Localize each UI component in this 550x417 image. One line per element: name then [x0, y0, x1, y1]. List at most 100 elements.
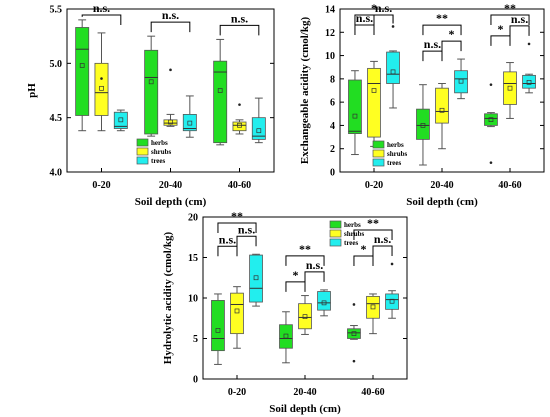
- outlier-point: [527, 42, 531, 46]
- significance-label: n.s.: [219, 232, 236, 246]
- x-tick-label: 40-60: [498, 180, 521, 191]
- significance-bracket: [236, 235, 257, 247]
- mean-marker: [488, 117, 494, 122]
- y-tick-label: 4: [330, 121, 335, 132]
- significance-bracket: [373, 14, 394, 25]
- legend-swatch-shrubs: [372, 149, 385, 158]
- significance-bracket: [441, 40, 462, 52]
- box-trees: [113, 111, 128, 129]
- mean-marker: [389, 298, 395, 304]
- y-tick-label: 20: [188, 213, 198, 224]
- box-shrubs: [367, 67, 381, 138]
- significance-label: n.s.: [424, 37, 441, 51]
- significance-bracket: [354, 24, 375, 35]
- mean-marker: [217, 88, 223, 93]
- y-tick-label: 5.0: [50, 59, 63, 70]
- mean-marker: [148, 79, 154, 85]
- significance-bracket: [372, 245, 393, 256]
- y-tick-label: 4.0: [50, 168, 63, 179]
- box-herbs: [348, 79, 362, 134]
- significance-label: *: [360, 242, 366, 256]
- x-tick-label: 40-60: [361, 387, 384, 398]
- significance-label: n.s.: [162, 8, 179, 22]
- x-axis-label: Soil depth (cm): [406, 196, 478, 208]
- legend-swatch-shrubs: [136, 147, 149, 156]
- significance-label: *: [497, 22, 503, 36]
- y-tick-label: 12: [325, 28, 335, 39]
- mean-marker: [99, 85, 104, 91]
- x-tick-label: 20-40: [293, 387, 316, 398]
- mean-marker: [187, 120, 193, 126]
- legend-swatch-herbs: [329, 220, 342, 229]
- y-tick-label: 15: [188, 253, 198, 264]
- box-shrubs: [435, 87, 449, 124]
- box-herbs: [75, 27, 90, 116]
- legend-label: shrubs: [344, 230, 365, 238]
- mean-marker: [302, 314, 308, 319]
- x-axis-label: Soil depth (cm): [269, 403, 341, 415]
- significance-label: *: [292, 268, 298, 282]
- significance-bracket: [304, 271, 325, 282]
- box-shrubs: [94, 62, 109, 116]
- y-tick-label: 4.5: [50, 113, 63, 124]
- box-trees: [249, 254, 263, 303]
- mean-marker: [168, 119, 173, 125]
- box-trees: [522, 74, 536, 89]
- box-herbs: [213, 60, 228, 144]
- chart-panel-2: 0 2 4 6 8 10 12 14 0-20 20-40 40-60 Soil depth (cm)…: [299, 1, 545, 208]
- box-herbs: [144, 49, 159, 135]
- legend-swatch-herbs: [372, 140, 385, 149]
- significance-label: n.s.: [93, 1, 110, 15]
- significance-bracket: [353, 255, 374, 266]
- mean-marker: [234, 308, 240, 314]
- mean-marker: [237, 122, 242, 128]
- box-herbs: [279, 324, 293, 349]
- box-trees: [385, 293, 399, 310]
- significance-label: **: [504, 1, 516, 15]
- x-tick-label: 40-60: [228, 180, 251, 191]
- y-axis-label: Hydrolytic acidity (cmol/kg): [162, 231, 174, 364]
- outlier-point: [489, 161, 493, 164]
- mean-marker: [215, 328, 221, 333]
- y-tick-label: 6: [330, 98, 335, 109]
- y-axis-label: Exchangeable acidity (cmol/kg): [299, 17, 311, 165]
- box-trees: [182, 114, 197, 132]
- box-trees: [386, 51, 400, 84]
- mean-marker: [370, 304, 376, 310]
- significance-bracket-wide: [81, 14, 122, 25]
- outlier-point: [390, 262, 394, 266]
- outlier-point: [489, 83, 493, 86]
- box-herbs: [416, 108, 430, 140]
- mean-marker: [371, 88, 377, 93]
- legend-label: shrubs: [387, 150, 408, 158]
- significance-label: **: [436, 11, 448, 25]
- significance-bracket-wide: [285, 255, 325, 266]
- box-herbs: [211, 300, 225, 352]
- y-tick-label: 2: [330, 144, 335, 155]
- mean-marker: [439, 107, 445, 113]
- mean-marker: [283, 333, 289, 339]
- y-tick-label: 5.5: [50, 5, 63, 16]
- significance-bracket-wide: [490, 14, 530, 25]
- significance-bracket: [509, 25, 530, 36]
- mean-marker: [458, 78, 464, 84]
- mean-marker: [256, 128, 262, 134]
- significance-label: **: [367, 216, 379, 230]
- y-tick-label: 5: [193, 334, 198, 345]
- significance-bracket: [422, 50, 443, 62]
- significance-label: **: [231, 209, 243, 223]
- significance-label: n.s.: [374, 232, 391, 246]
- outlier-point: [352, 303, 356, 306]
- y-tick-label: 8: [330, 74, 335, 85]
- y-tick-label: 0: [330, 168, 335, 179]
- significance-bracket-wide: [150, 21, 191, 33]
- legend-label: herbs: [151, 139, 168, 147]
- legend-label: trees: [344, 239, 359, 247]
- box-shrubs: [298, 303, 312, 330]
- legend-swatch-herbs: [136, 138, 149, 147]
- chart-panel-3: 0 5 10 15 20 0-20 20-40 40-60 Soil depth (cm) Hyd…: [162, 209, 408, 415]
- box-herbs: [347, 328, 361, 339]
